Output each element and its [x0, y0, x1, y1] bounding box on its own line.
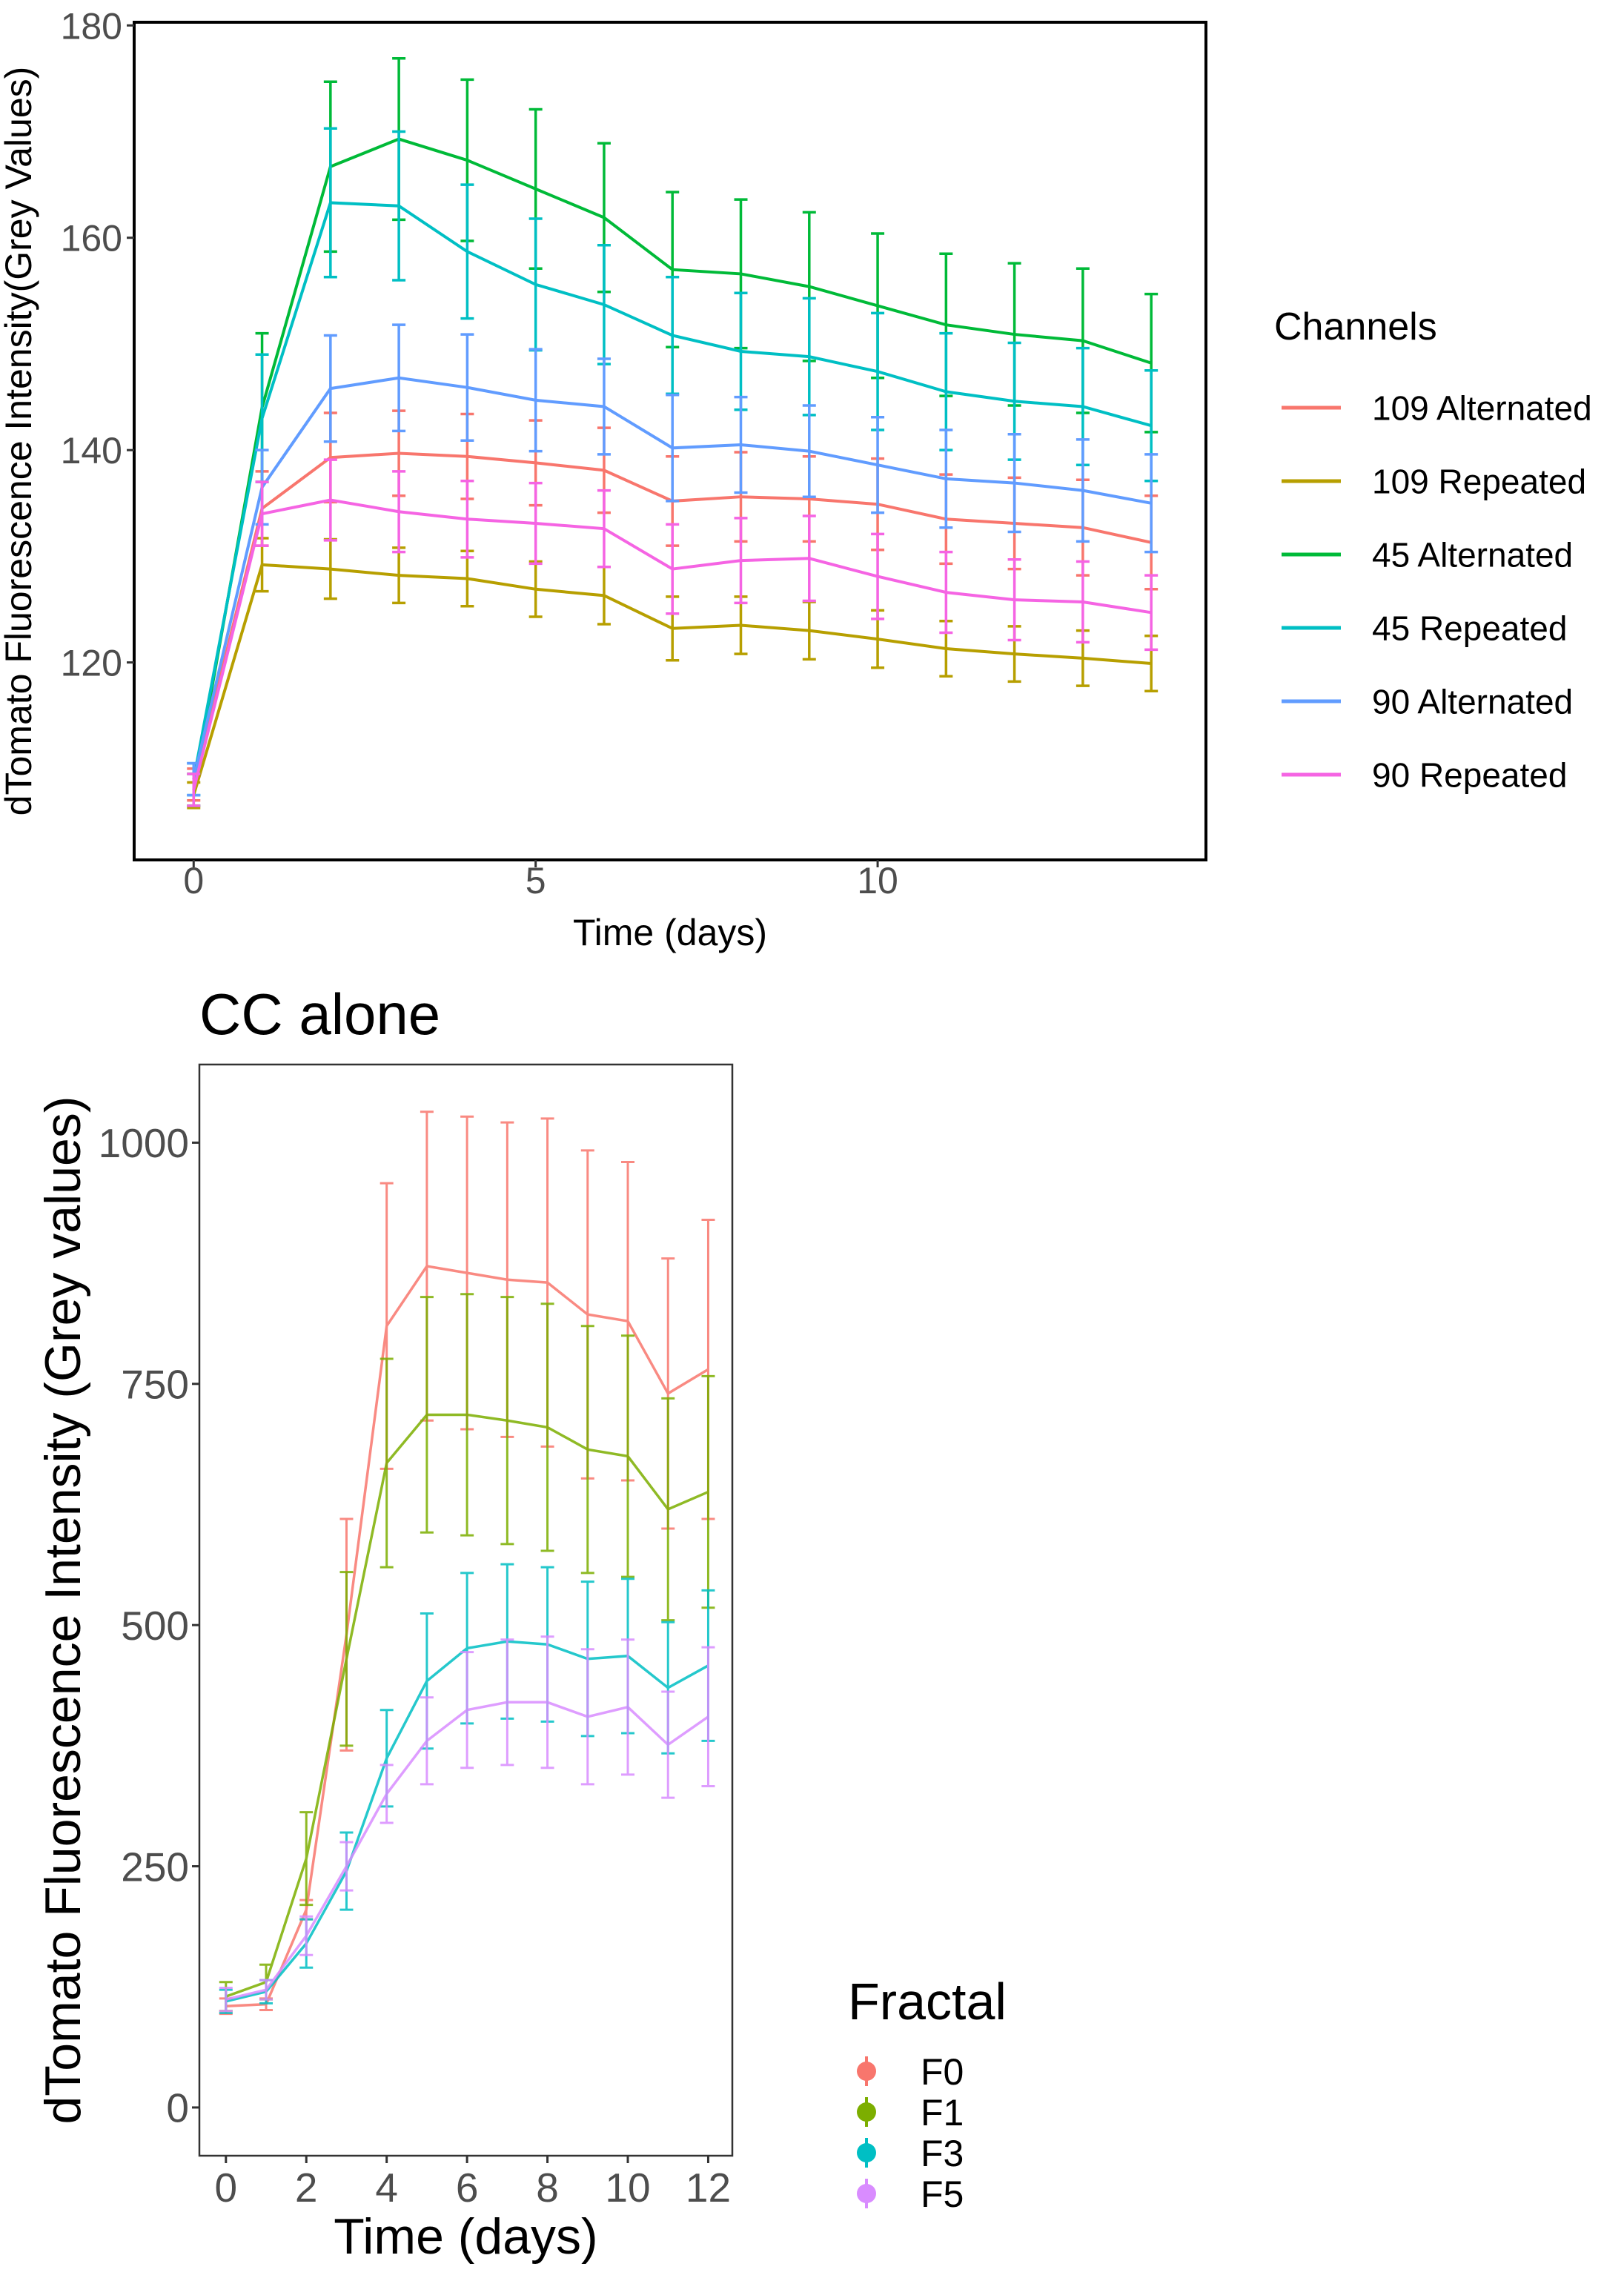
legend-title: Fractal [848, 1973, 1007, 2030]
y-tick-label: 750 [121, 1362, 189, 1408]
series-line [192, 563, 1152, 796]
legend-key-point [857, 2062, 876, 2081]
legend-label: 90 Alternated [1372, 683, 1573, 721]
legend-label: 109 Alternated [1372, 389, 1592, 428]
x-axis-label: Time (days) [573, 912, 767, 953]
legend-key-point [857, 2102, 876, 2122]
y-tick-label: 180 [61, 5, 122, 47]
x-tick-label: 10 [857, 860, 898, 901]
legend-title: Channels [1274, 305, 1437, 348]
y-tick-label: 500 [121, 1603, 189, 1649]
chart-0: 120 140 160 180 0 5 10 Time (days) dTomato Fluor… [0, 5, 1592, 953]
y-axis-label: dTomato Fluorescence Intensity(Grey Valu… [0, 67, 39, 816]
chart-1: 0 250 500 750 1000 0 2 4 6 8 10 12 Time (days) dTomat… [35, 981, 1007, 2265]
plot-panel [133, 21, 1207, 861]
y-axis-label: dTomato Fluorescence Intensity (Grey val… [35, 1096, 91, 2124]
x-tick-label: 8 [536, 2165, 559, 2211]
y-tick-label: 0 [166, 2085, 189, 2131]
x-tick-label: 5 [526, 860, 546, 901]
y-tick-label: 1000 [99, 1120, 189, 1166]
series-45-repeated [187, 127, 1159, 797]
legend-label: 90 Repeated [1372, 756, 1567, 795]
legend-label: 45 Alternated [1372, 536, 1573, 575]
series-90-alternated [187, 323, 1159, 797]
x-tick-label: 12 [686, 2165, 731, 2211]
series-line [192, 201, 1152, 780]
series-line [192, 137, 1152, 790]
legend-label: F3 [921, 2133, 964, 2174]
legend-label: 109 Repeated [1372, 463, 1586, 501]
series-90-repeated [187, 458, 1159, 807]
legend-key-point [857, 2143, 876, 2162]
y-tick-label: 140 [61, 430, 122, 471]
series-line [225, 1265, 709, 2008]
legend: Channels 109 Alternated 109 Repeated 45 Alt… [1274, 305, 1592, 795]
x-tick-label: 0 [183, 860, 204, 901]
legend-label: F1 [921, 2092, 964, 2133]
x-tick-label: 6 [456, 2165, 479, 2211]
series-f1 [219, 1293, 715, 2013]
x-tick-label: 0 [214, 2165, 237, 2211]
series-line [192, 498, 1152, 790]
y-tick-label: 160 [61, 218, 122, 259]
y-tick-label: 250 [121, 1844, 189, 1890]
series-f5 [219, 1635, 715, 2013]
legend-key-point [857, 2184, 876, 2203]
x-axis-label: Time (days) [334, 2208, 597, 2265]
legend-label: F0 [921, 2051, 964, 2093]
y-tick-label: 120 [61, 643, 122, 684]
plot-panel [198, 1063, 734, 2157]
x-tick-label: 10 [605, 2165, 650, 2211]
x-tick-label: 4 [375, 2165, 398, 2211]
series-line [225, 1701, 709, 2001]
legend-label: F5 [921, 2174, 964, 2215]
chart-title: CC alone [199, 981, 440, 1047]
series-line [192, 376, 1152, 780]
x-tick-label: 2 [295, 2165, 318, 2211]
legend-label: 45 Repeated [1372, 609, 1567, 648]
series-line [225, 1413, 709, 1998]
